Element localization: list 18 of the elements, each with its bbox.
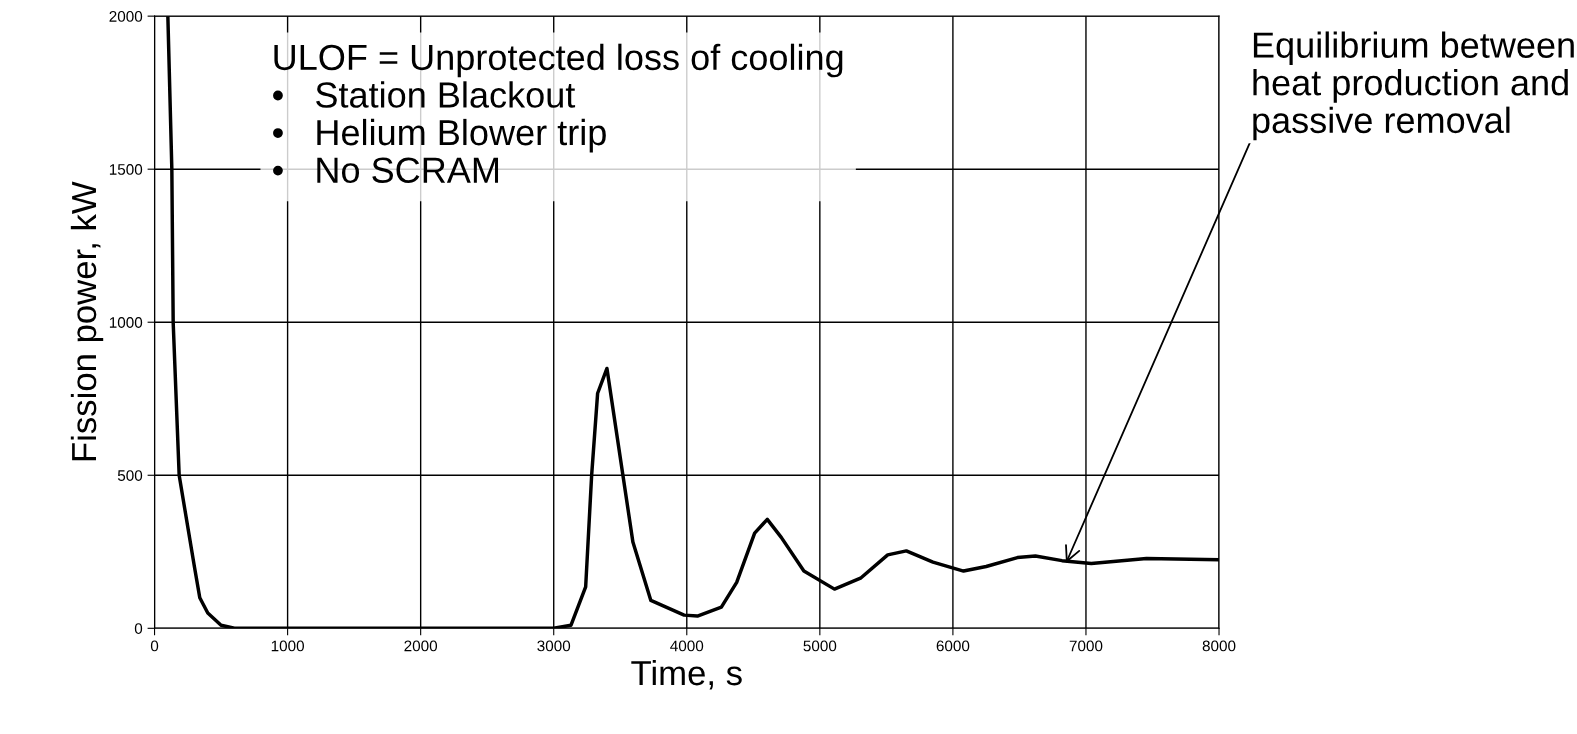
x-tick-label: 1000 [271,640,304,652]
y-tick-label: 500 [117,470,143,481]
y-tick-label: 2000 [109,11,143,22]
x-tick-label: 7000 [1069,640,1103,652]
x-axis-title: Time, s [631,659,742,690]
y-tick-label: 0 [134,623,143,634]
x-tick-label: 2000 [404,640,438,652]
x-tick-label: 3000 [537,640,571,652]
x-tick-label: 4000 [670,640,704,652]
y-tick-label: 1500 [109,164,143,175]
x-tick-label: 5000 [803,640,837,652]
x-tick-label: 8000 [1202,640,1236,652]
annotation: Equilibrium between heat production and passive removal [1253,31,1574,141]
x-tick-label: 0 [150,640,159,652]
y-tick-label: 1000 [109,317,143,328]
x-tick-label: 6000 [936,640,970,652]
y-axis-title: Fission power, kW [70,181,104,461]
annotation: ULOF = Unprotected loss of cooling • Station Blackout • Helium Blower trip • No SCRAM [273,43,843,183]
